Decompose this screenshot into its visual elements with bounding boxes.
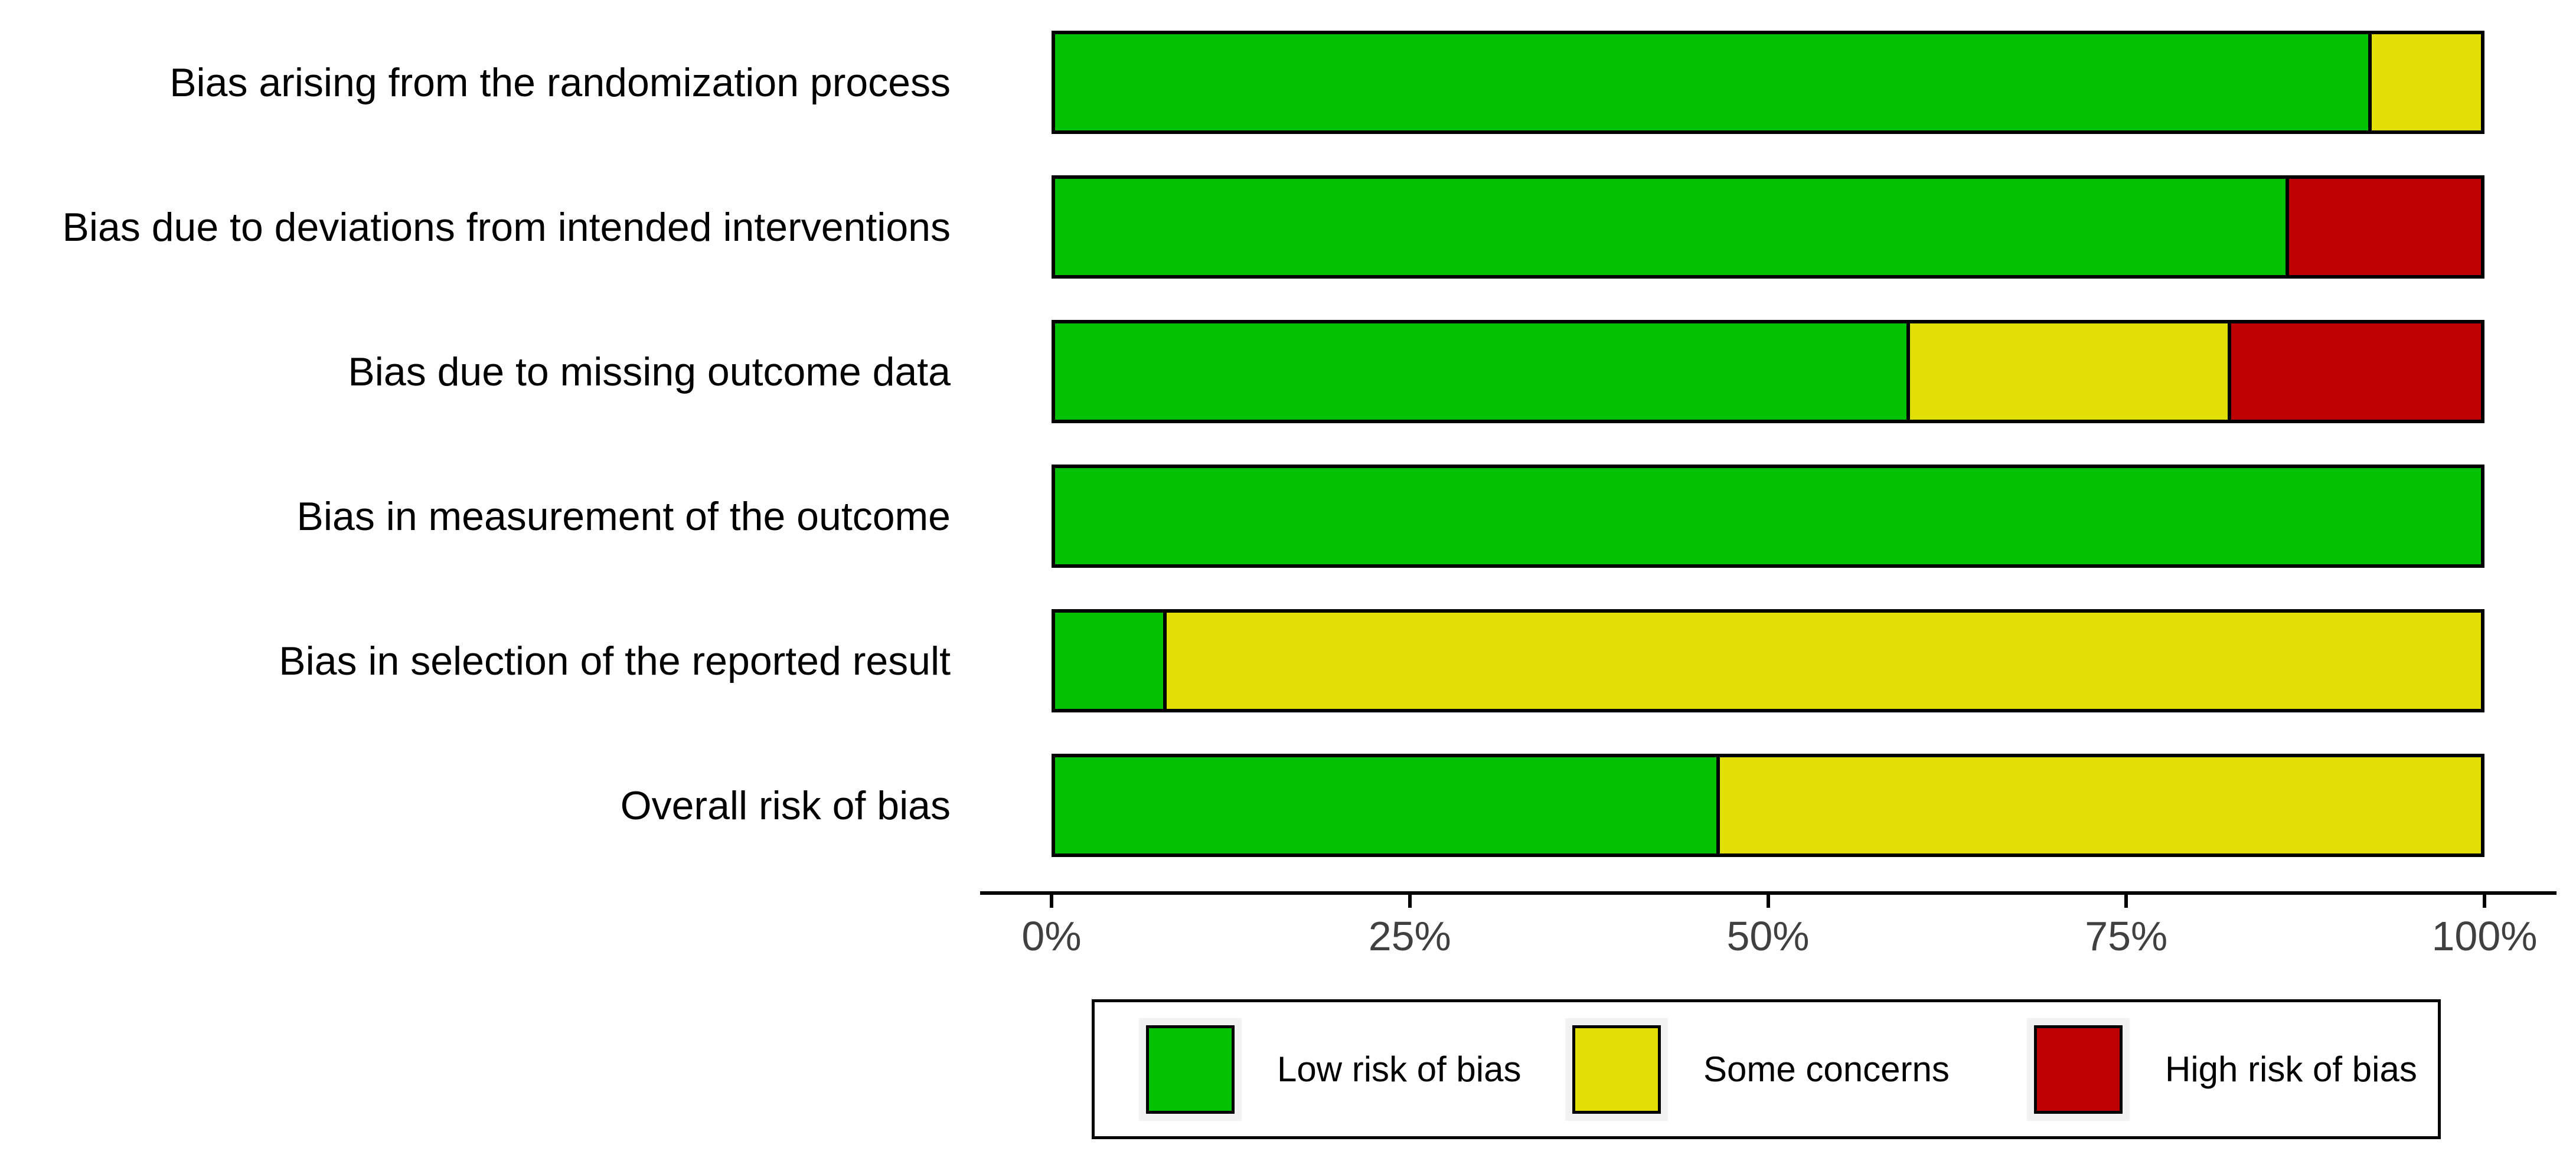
x-axis-tick-50 — [1766, 895, 1770, 908]
bar-segment-some-concerns — [1167, 613, 2481, 709]
row-label-bias-due-to-missing-outcome-data: Bias due to missing outcome data — [348, 349, 951, 394]
bar-bias-in-measurement-of-the-outcome — [1052, 465, 2484, 568]
bar-segment-high-risk-of-bias — [2231, 323, 2481, 420]
x-axis-tick-25 — [1408, 895, 1412, 908]
legend-label-high-risk-of-bias: High risk of bias — [2165, 1049, 2417, 1089]
bar-segment-low-risk-of-bias — [1055, 323, 1906, 420]
row-label-overall-risk-of-bias: Overall risk of bias — [620, 783, 951, 828]
legend-key-background — [2027, 1018, 2130, 1121]
x-axis-tick-75 — [2124, 895, 2128, 908]
x-axis-line — [980, 891, 2557, 895]
bar-bias-in-selection-of-the-reported-result — [1052, 609, 2484, 712]
bar-segment-low-risk-of-bias — [1055, 613, 1164, 709]
legend-label-low-risk-of-bias: Low risk of bias — [1277, 1049, 1522, 1089]
x-axis-tick-0 — [1050, 895, 1053, 908]
row-label-bias-in-selection-of-the-reported-result: Bias in selection of the reported result — [279, 638, 951, 683]
legend-swatch-low-risk-of-bias — [1146, 1025, 1235, 1114]
bar-segment-some-concerns — [1720, 757, 2481, 853]
x-axis-tick-label-25: 25% — [1368, 913, 1451, 959]
bar-segment-low-risk-of-bias — [1055, 34, 2368, 130]
legend-label-some-concerns: Some concerns — [1703, 1049, 1950, 1089]
legend-item-high-risk-of-bias: High risk of bias — [2027, 1002, 2417, 1136]
legend-item-low-risk-of-bias: Low risk of bias — [1139, 1002, 1522, 1136]
row-label-bias-in-measurement-of-the-outcome: Bias in measurement of the outcome — [296, 493, 951, 539]
x-axis-tick-label-0: 0% — [1021, 913, 1082, 959]
legend-key-background — [1139, 1018, 1242, 1121]
x-axis-tick-label-50: 50% — [1726, 913, 1810, 959]
row-label-bias-due-to-deviations-from-intended-interventions: Bias due to deviations from intended int… — [62, 204, 951, 250]
bar-segment-low-risk-of-bias — [1055, 757, 1717, 853]
bar-segment-low-risk-of-bias — [1055, 179, 2286, 275]
bar-segment-some-concerns — [1909, 323, 2228, 420]
bar-segment-low-risk-of-bias — [1055, 468, 2481, 564]
row-label-bias-arising-from-the-randomization-process: Bias arising from the randomization proc… — [169, 60, 951, 105]
x-axis-tick-100 — [2483, 895, 2486, 908]
legend-key-background — [1565, 1018, 1668, 1121]
legend-box: Low risk of bias Some concerns High risk o… — [1092, 999, 2441, 1139]
bar-overall-risk-of-bias — [1052, 754, 2484, 857]
bar-bias-due-to-deviations-from-intended-interventions — [1052, 175, 2484, 279]
legend-swatch-high-risk-of-bias — [2034, 1025, 2123, 1114]
bar-segment-some-concerns — [2371, 34, 2481, 130]
legend-swatch-some-concerns — [1572, 1025, 1661, 1114]
x-axis-tick-label-100: 100% — [2431, 913, 2538, 959]
bar-bias-arising-from-the-randomization-process — [1052, 31, 2484, 134]
bar-segment-high-risk-of-bias — [2288, 179, 2481, 275]
legend-item-some-concerns: Some concerns — [1565, 1002, 1950, 1136]
bar-bias-due-to-missing-outcome-data — [1052, 320, 2484, 423]
x-axis-tick-label-75: 75% — [2085, 913, 2168, 959]
